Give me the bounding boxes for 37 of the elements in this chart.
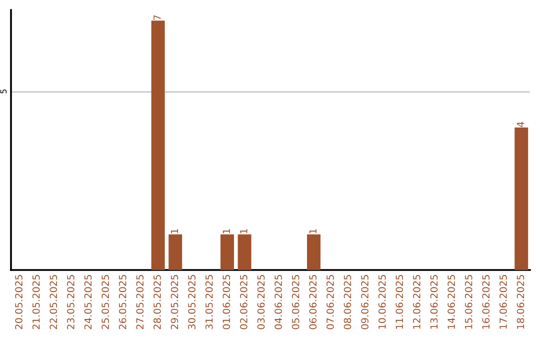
data-label: 1	[170, 229, 178, 234]
x-tick-label: 15.06.2025	[464, 275, 472, 329]
x-tick-label: 08.06.2025	[344, 275, 352, 330]
x-tick-label: 03.06.2025	[257, 275, 265, 330]
x-tick-label: 26.05.2025	[118, 275, 126, 330]
x-tick-label: 12.06.2025	[413, 275, 420, 329]
data-label: 1	[240, 229, 248, 234]
x-tick-label: 29.05.2025	[170, 275, 178, 330]
x-tick-label: 04.06.2025	[274, 275, 282, 330]
x-tick-label: 09.06.2025	[361, 275, 368, 330]
x-tick-label: 02.06.2025	[240, 275, 248, 330]
x-tick-label: 18.06.2025	[516, 275, 524, 329]
x-tick-label: 14.06.2025	[448, 275, 455, 329]
x-tick-label: 11.06.2025	[396, 275, 404, 329]
x-tick-label: 23.05.2025	[67, 275, 74, 330]
y-tick-label: 5	[0, 89, 7, 94]
x-tick-label: 07.06.2025	[326, 275, 334, 330]
x-tick-label: 24.05.2025	[84, 275, 92, 330]
x-tick-label: 20.05.2025	[15, 275, 22, 330]
x-tick-label: 10.06.2025	[378, 275, 386, 329]
x-tick-label: 17.06.2025	[500, 275, 507, 329]
data-label: 1	[309, 229, 316, 234]
x-tick-label: 30.05.2025	[188, 275, 196, 330]
x-tick-label: 13.06.2025	[430, 275, 438, 329]
x-tick-label: 16.06.2025	[482, 275, 490, 329]
x-tick-label: 01.06.2025	[222, 275, 230, 330]
x-tick-label: 31.05.2025	[205, 275, 213, 330]
x-tick-label: 28.05.2025	[154, 275, 161, 330]
x-tick-label: 22.05.2025	[50, 275, 58, 330]
x-tick-label: 05.06.2025	[292, 275, 300, 330]
x-tick-label: 27.05.2025	[136, 275, 144, 330]
x-tick-label: 06.06.2025	[309, 275, 317, 330]
data-label: 4	[516, 122, 524, 128]
x-tick-label: 25.05.2025	[102, 275, 109, 330]
x-tick-label: 21.05.2025	[32, 275, 40, 330]
data-label: 1	[222, 229, 230, 234]
data-label: 7	[154, 15, 161, 20]
